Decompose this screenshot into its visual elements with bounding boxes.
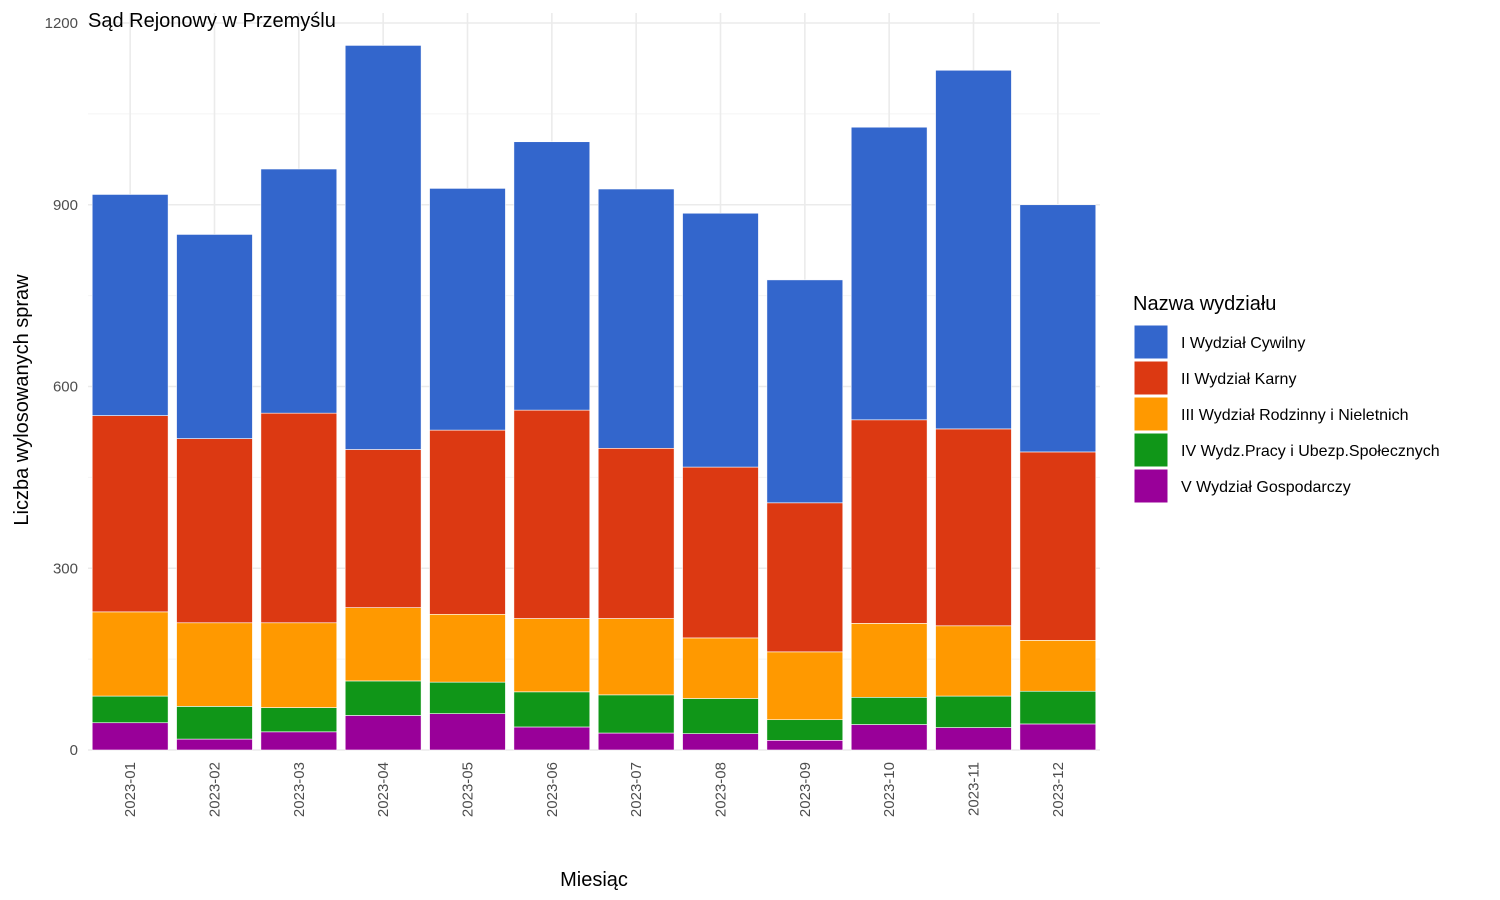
- bar-segment: [429, 429, 506, 615]
- bar-segment: [682, 698, 759, 734]
- bar-segment: [682, 466, 759, 639]
- y-tick-label: 900: [53, 197, 78, 214]
- bar-segment: [176, 706, 253, 740]
- bar-segment: [344, 607, 422, 682]
- x-tick-label: 2023-07: [628, 762, 645, 817]
- bar-segment: [597, 618, 675, 696]
- bar-segment: [260, 622, 338, 708]
- legend-label: I Wydział Cywilny: [1181, 335, 1305, 352]
- bar-segment: [513, 691, 591, 728]
- bar-segment: [91, 695, 169, 724]
- bar-segment: [766, 651, 844, 721]
- bar-segment: [344, 715, 422, 751]
- bar-segment: [1019, 640, 1097, 692]
- x-tick-label: 2023-02: [207, 762, 224, 817]
- bar-segment: [176, 438, 253, 624]
- bar-segment: [682, 637, 759, 699]
- x-tick-label: 2023-01: [122, 762, 139, 817]
- bar-segment: [597, 732, 675, 751]
- bar-segment: [1019, 451, 1097, 641]
- bar-segment: [597, 447, 675, 619]
- bar-segment: [597, 694, 675, 734]
- bar-segment: [1019, 690, 1097, 725]
- legend-label: V Wydział Gospodarczy: [1181, 479, 1351, 496]
- x-tick-label: 2023-04: [375, 762, 392, 817]
- y-tick-label: 600: [53, 379, 78, 396]
- y-tick-label: 1200: [45, 15, 78, 32]
- y-tick-label: 300: [53, 560, 78, 577]
- bar-segment: [935, 625, 1012, 697]
- x-tick-label: 2023-12: [1050, 762, 1067, 817]
- bar-segment: [935, 428, 1012, 627]
- legend-swatch: [1133, 432, 1169, 468]
- legend-label: II Wydział Karny: [1181, 371, 1296, 388]
- bar-segment: [176, 622, 253, 707]
- legend-swatch: [1133, 468, 1169, 504]
- bar-segment: [91, 611, 169, 697]
- y-axis-ticks: 0 300 600 900 1200: [45, 15, 78, 759]
- bar-segment: [91, 415, 169, 613]
- bar-segment: [513, 409, 591, 619]
- x-tick-label: 2023-05: [460, 762, 477, 817]
- bar-segment: [91, 722, 169, 751]
- x-axis-title: Miesiąc: [560, 869, 628, 891]
- bar-segment: [344, 680, 422, 716]
- bar-segment: [513, 618, 591, 693]
- bar-segment: [850, 126, 928, 421]
- bar-segment: [850, 696, 928, 725]
- bar-segment: [260, 707, 338, 733]
- bar-segment: [935, 727, 1012, 751]
- y-axis-title: Liczba wylosowanych spraw: [11, 274, 33, 526]
- bar-segment: [513, 726, 591, 751]
- bar-segment: [1019, 723, 1097, 751]
- bars: [91, 45, 1097, 751]
- legend-title: Nazwa wydziału: [1133, 293, 1276, 315]
- legend: Nazwa wydziału I Wydział Cywilny II Wydzi…: [1133, 293, 1440, 504]
- bar-segment: [176, 738, 253, 751]
- bar-segment: [429, 681, 506, 714]
- x-tick-label: 2023-09: [797, 762, 814, 817]
- bar-segment: [766, 502, 844, 653]
- x-tick-label: 2023-10: [881, 762, 898, 817]
- bar-segment: [682, 733, 759, 751]
- bar-segment: [176, 234, 253, 439]
- bar-segment: [260, 168, 338, 414]
- bar-segment: [935, 695, 1012, 728]
- x-axis-ticks: 2023-01 2023-02 2023-03 2023-04 2023-05 2023-…: [122, 762, 1067, 817]
- bar-segment: [260, 412, 338, 624]
- legend-swatch: [1133, 324, 1169, 360]
- x-tick-label: 2023-03: [291, 762, 308, 817]
- bar-segment: [1019, 204, 1097, 453]
- chart-title: Sąd Rejonowy w Przemyślu: [88, 10, 336, 32]
- bar-segment: [850, 623, 928, 698]
- bar-segment: [682, 212, 759, 468]
- bar-segment: [850, 724, 928, 751]
- x-tick-label: 2023-11: [966, 762, 983, 816]
- bar-segment: [766, 279, 844, 504]
- bar-segment: [935, 69, 1012, 430]
- legend-label: IV Wydz.Pracy i Ubezp.Społecznych: [1181, 443, 1440, 460]
- x-tick-label: 2023-08: [713, 762, 730, 817]
- bar-segment: [260, 731, 338, 751]
- bar-segment: [597, 188, 675, 449]
- bar-segment: [850, 419, 928, 624]
- bar-segment: [429, 713, 506, 751]
- bar-segment: [429, 613, 506, 683]
- legend-label: III Wydział Rodzinny i Nieletnich: [1181, 407, 1409, 424]
- bar-segment: [344, 45, 422, 450]
- bar-segment: [344, 449, 422, 608]
- legend-swatch: [1133, 360, 1169, 396]
- y-tick-label: 0: [70, 742, 78, 759]
- bar-segment: [766, 740, 844, 751]
- legend-swatch: [1133, 396, 1169, 432]
- bar-segment: [429, 188, 506, 431]
- bar-segment: [766, 719, 844, 741]
- bar-segment: [513, 141, 591, 411]
- bar-segment: [91, 194, 169, 416]
- x-tick-label: 2023-06: [544, 762, 561, 817]
